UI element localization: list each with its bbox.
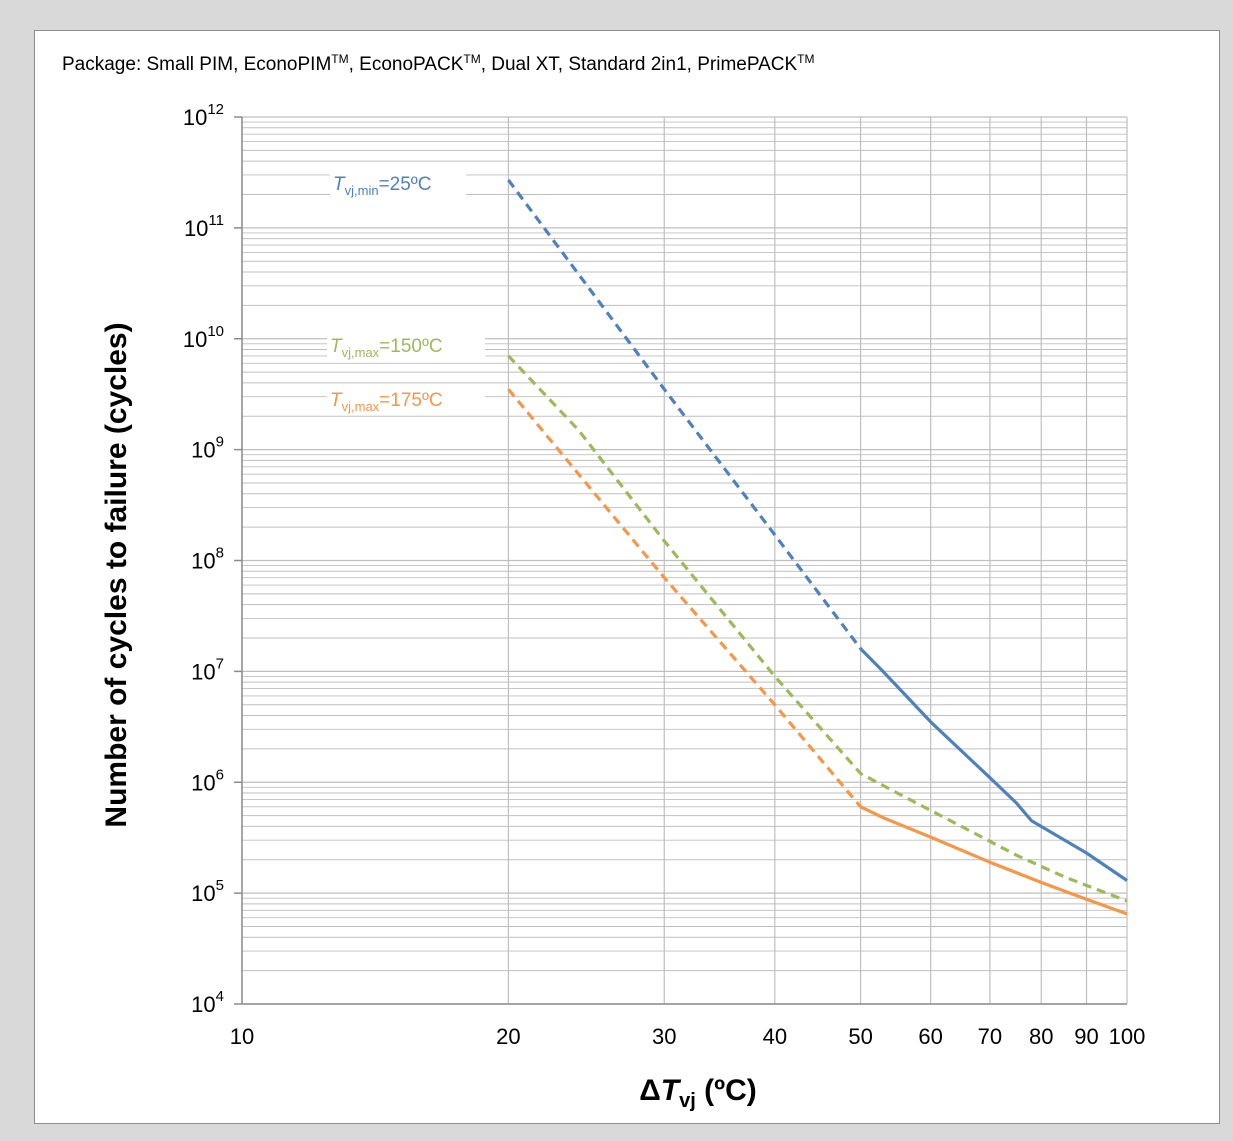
y-tick-label: 108 [191, 545, 224, 574]
series-lines [507, 179, 1128, 916]
series-label-tmax150: Tvj,max=150ºC [330, 336, 443, 360]
series-labels: Tvj,min=25ºC Tvj,max=150ºC Tvj,max=175ºC [327, 168, 485, 414]
series-line-tmax150-dashed [507, 354, 1128, 903]
axes [234, 116, 1127, 1005]
x-tick-labels: 10 20 30 40 50 60 70 80 90 100 [230, 1024, 1146, 1049]
y-axis-title: Number of cycles to failure (cycles) [100, 322, 133, 827]
series-label-tmax175: Tvj,max=175ºC [330, 390, 443, 414]
x-tick-label: 30 [652, 1024, 676, 1049]
y-tick-label: 1012 [183, 101, 224, 130]
y-tick-label: 106 [191, 766, 224, 795]
x-tick-label: 70 [978, 1024, 1002, 1049]
x-axis-title: ΔTvj (ºC) [639, 1074, 757, 1112]
y-tick-label: 1010 [183, 323, 224, 352]
y-tick-labels: 104 105 106 107 108 109 1010 1011 1012 [183, 101, 224, 1017]
y-tick-label: 1011 [184, 212, 224, 241]
series-line-tmax175-solid [859, 805, 1128, 916]
y-tick-label: 107 [191, 655, 224, 684]
x-tick-label: 50 [848, 1024, 872, 1049]
x-tick-label: 20 [496, 1024, 520, 1049]
x-tick-label: 100 [1109, 1024, 1146, 1049]
x-tick-label: 40 [763, 1024, 787, 1049]
series-label-tmin25: Tvj,min=25ºC [333, 174, 431, 198]
y-tick-label: 105 [191, 877, 224, 906]
chart-frame [34, 30, 1220, 1124]
series-label-bg [330, 168, 466, 198]
y-tick-label: 109 [191, 434, 224, 463]
x-tick-label: 60 [918, 1024, 942, 1049]
series-label-bg [327, 384, 485, 414]
series-line-tmin25-dashed [507, 179, 862, 650]
x-tick-label: 80 [1029, 1024, 1053, 1049]
x-tick-label: 10 [230, 1024, 254, 1049]
package-note: Package: Small PIM, EconoPIMTM, EconoPAC… [62, 52, 815, 75]
y-tick-label: 104 [191, 988, 224, 1017]
series-line-tmin25-solid [859, 647, 1128, 882]
series-label-bg [327, 330, 485, 360]
grid [241, 116, 1128, 1005]
x-tick-label: 90 [1074, 1024, 1098, 1049]
series-line-tmax175-dashed [507, 388, 862, 808]
